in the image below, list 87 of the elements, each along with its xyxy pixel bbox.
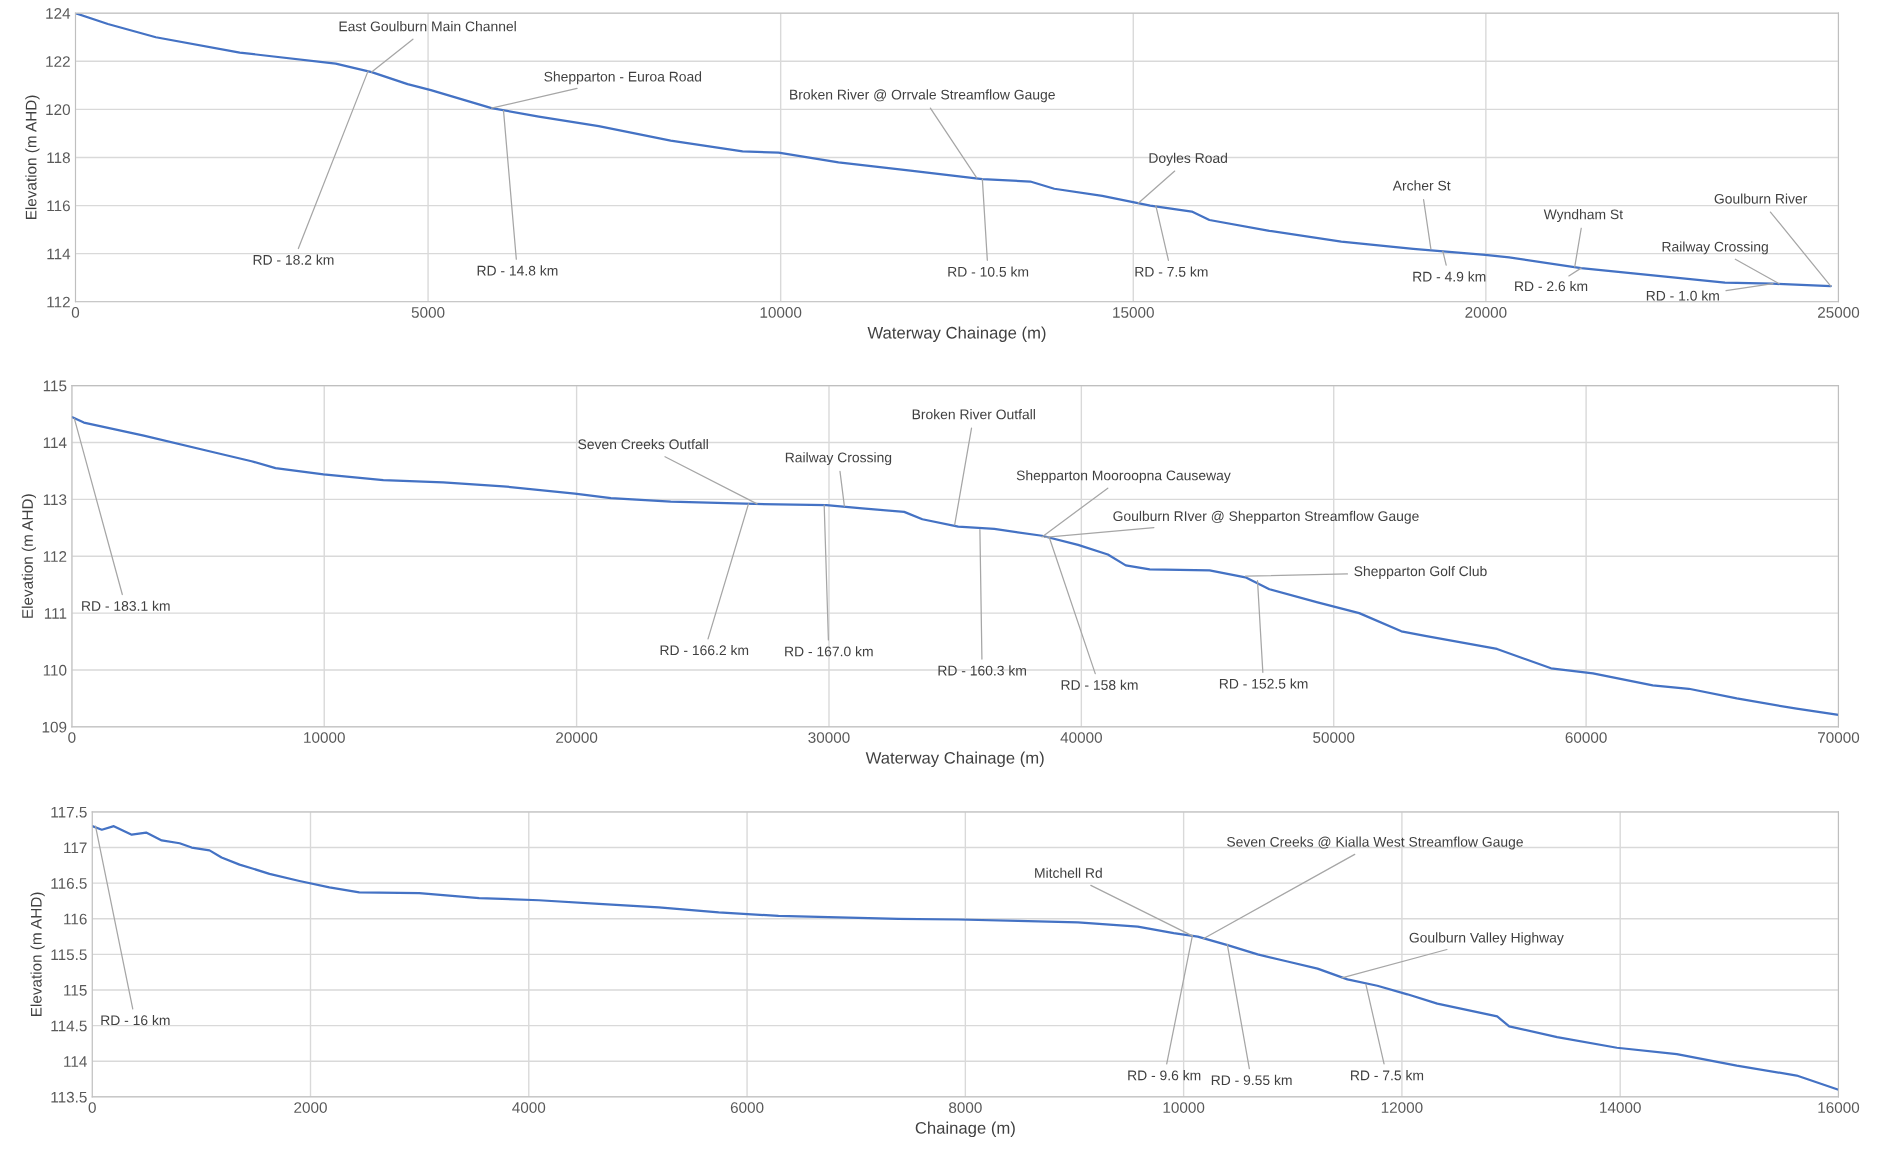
y-tick-label: 112 <box>47 296 70 308</box>
annotation: Mitchell Rd <box>1035 867 1102 878</box>
y-tick-label: 120 <box>46 104 70 116</box>
y-tick-label: 114.5 <box>51 1020 87 1032</box>
y-tick-label: 118 <box>47 152 70 164</box>
annotation: Doyles Road <box>1149 152 1227 166</box>
y-tick-label: 115.5 <box>51 949 87 961</box>
x-axis-title: Waterway Chainage (m) <box>865 751 1044 768</box>
annotation: RD - 152.5 km <box>1219 678 1308 689</box>
annotation: RD - 9.6 km <box>1128 1070 1201 1081</box>
x-tick-label: 6000 <box>730 1102 764 1113</box>
x-tick-label: 40000 <box>1060 732 1102 743</box>
y-axis-title: Elevation (m AHD) <box>21 494 36 618</box>
x-tick-label: 10000 <box>760 307 802 318</box>
y-tick-label: 114 <box>64 1056 87 1067</box>
x-tick-label: 5000 <box>411 307 445 318</box>
x-tick-label: 20000 <box>556 732 598 743</box>
x-tick-label: 60000 <box>1565 732 1607 743</box>
y-tick-label: 110 <box>43 664 67 676</box>
annotation: Shepparton Golf Club <box>1354 565 1487 579</box>
annotation: RD - 18.2 km <box>253 254 334 265</box>
y-tick-label: 116.5 <box>51 878 87 889</box>
x-axis-title: Chainage (m) <box>915 1121 1015 1138</box>
y-tick-label: 114 <box>47 248 71 260</box>
x-tick-label: 2000 <box>294 1102 327 1113</box>
x-tick-label: 10000 <box>1163 1102 1205 1113</box>
annotation: Wyndham St <box>1543 209 1623 223</box>
annotation: RD - 158 km <box>1061 679 1138 690</box>
x-tick-label: 70000 <box>1818 732 1860 743</box>
y-tick-label: 114 <box>43 437 67 449</box>
y-tick-label: 113.5 <box>51 1091 87 1103</box>
y-tick-label: 122 <box>46 56 70 67</box>
annotation: Shepparton - Euroa Road <box>544 71 702 85</box>
annotation: RD - 7.5 km <box>1351 1070 1424 1081</box>
annotation: RD - 16 km <box>101 1015 170 1026</box>
x-tick-label: 15000 <box>1113 307 1154 318</box>
x-tick-label: 0 <box>71 307 80 318</box>
annotation: Goulburn Valley Highway <box>1409 932 1564 946</box>
y-tick-label: 115 <box>64 985 87 996</box>
y-tick-label: 117 <box>64 842 87 854</box>
annotation: RD - 2.6 km <box>1515 280 1588 292</box>
y-tick-label: 113 <box>43 494 67 506</box>
x-tick-label: 50000 <box>1313 732 1355 743</box>
x-tick-label: 0 <box>88 1102 96 1113</box>
x-tick-label: 4000 <box>512 1102 546 1113</box>
annotation: Railway Crossing <box>1662 241 1768 255</box>
x-tick-label: 20000 <box>1465 307 1507 318</box>
y-tick-label: 116 <box>64 913 87 925</box>
annotation: Broken River @ Orrvale Streamflow Gauge <box>790 89 1055 103</box>
annotation: Goulburn RIver @ Shepparton Streamflow Gauge <box>1113 510 1419 524</box>
annotation: RD - 183.1 km <box>82 600 170 611</box>
y-axis-title: Elevation (m AHD) <box>25 95 40 220</box>
x-tick-label: 12000 <box>1381 1102 1423 1113</box>
line-series <box>92 825 1839 1091</box>
x-tick-label: 30000 <box>808 732 850 743</box>
x-tick-label: 8000 <box>949 1102 982 1113</box>
annotation: East Goulburn Main Channel <box>339 21 516 32</box>
annotation: Railway Crossing <box>785 452 892 466</box>
x-tick-label: 16000 <box>1818 1102 1860 1113</box>
annotation: RD - 167.0 km <box>785 646 873 657</box>
y-tick-label: 109 <box>42 721 67 733</box>
annotation: RD - 160.3 km <box>938 665 1026 676</box>
annotation: RD - 166.2 km <box>660 644 749 656</box>
y-tick-label: 124 <box>46 8 71 19</box>
annotation: RD - 7.5 km <box>1135 266 1208 277</box>
x-tick-label: 25000 <box>1818 307 1860 318</box>
annotation: Goulburn River <box>1714 193 1808 204</box>
x-tick-label: 14000 <box>1600 1102 1641 1113</box>
annotation: Shepparton Mooroopna Causeway <box>1016 470 1231 484</box>
annotation: RD - 14.8 km <box>477 265 558 276</box>
annotation: Seven Creeks Outfall <box>578 439 708 450</box>
y-tick-label: 111 <box>44 608 67 619</box>
y-tick-label: 117.5 <box>51 806 87 818</box>
y-tick-label: 112 <box>43 551 67 562</box>
x-tick-label: 0 <box>68 732 76 743</box>
annotation: RD - 10.5 km <box>948 266 1029 277</box>
y-tick-label: 116 <box>47 200 70 212</box>
annotation: Seven Creeks @ Kialla West Streamflow Gauge <box>1227 836 1523 850</box>
annotation: RD - 1.0 km <box>1646 290 1719 301</box>
annotation: RD - 9.55 km <box>1211 1074 1292 1086</box>
y-tick-label: 115 <box>43 380 67 392</box>
x-tick-label: 10000 <box>304 732 345 743</box>
annotation: Broken River Outfall <box>912 409 1035 420</box>
annotation: Archer St <box>1392 180 1451 191</box>
annotation: RD - 4.9 km <box>1413 271 1486 282</box>
y-axis-title: Elevation (m AHD) <box>30 892 45 1016</box>
x-axis-title: Waterway Chainage (m) <box>867 326 1046 342</box>
